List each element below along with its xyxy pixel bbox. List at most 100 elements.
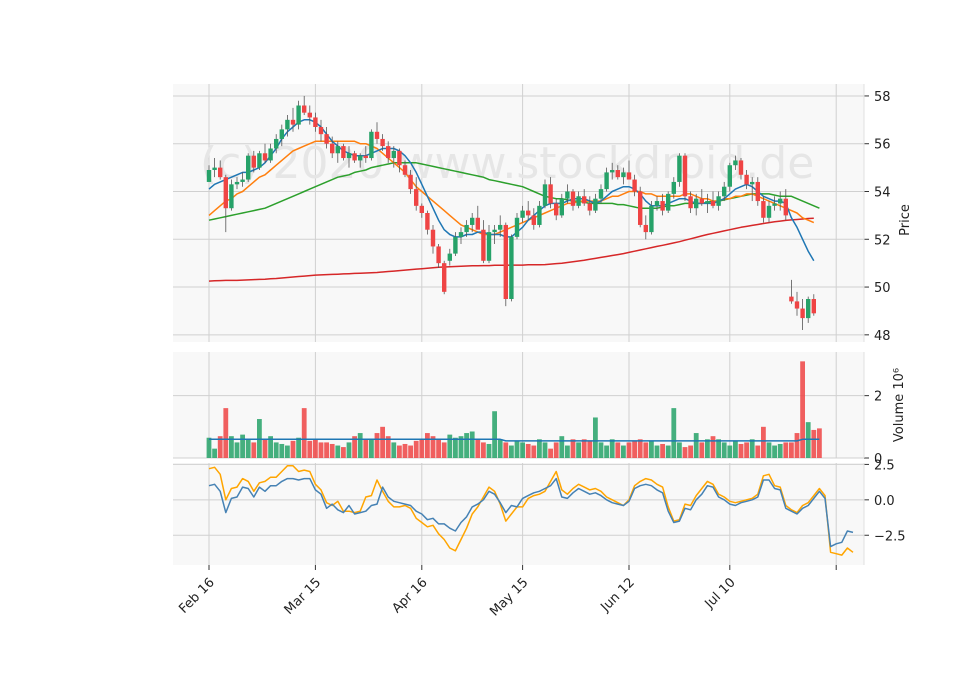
volume-bar xyxy=(749,439,755,458)
oscillator-fast-line xyxy=(208,477,854,548)
volume-bar xyxy=(705,439,710,458)
candle-body xyxy=(408,174,413,190)
candle-body xyxy=(285,119,290,130)
candle-body xyxy=(436,246,441,264)
volume-bar xyxy=(436,439,441,458)
candle-body xyxy=(593,198,598,211)
volume-bar xyxy=(604,445,609,458)
volume-bar xyxy=(553,442,559,458)
price-panel-bg xyxy=(173,84,864,342)
candle-body xyxy=(710,201,716,206)
x-tick-label: May 15 xyxy=(487,575,531,619)
candle-body xyxy=(430,229,436,247)
candle-body xyxy=(643,224,648,233)
candle-body xyxy=(229,184,234,209)
candle-body xyxy=(537,205,542,225)
volume-bars xyxy=(206,361,822,458)
candle-body xyxy=(223,177,228,209)
candle-body xyxy=(514,217,520,237)
candle-body xyxy=(548,184,553,204)
candle-body xyxy=(811,299,816,314)
candle-body xyxy=(464,224,469,233)
volume-bar xyxy=(397,445,402,458)
candle-body xyxy=(206,170,212,182)
volume-bar xyxy=(285,445,290,458)
candle-body xyxy=(352,153,357,161)
y-tick-label: −2.5 xyxy=(874,529,906,544)
volume-bar xyxy=(385,436,391,458)
volume-bar xyxy=(593,417,598,458)
volume-bar xyxy=(492,411,497,458)
volume-bar xyxy=(570,439,576,458)
volume-bar xyxy=(279,443,285,458)
candle-body xyxy=(296,105,301,125)
candle-body xyxy=(520,210,525,218)
candle-body xyxy=(783,198,788,216)
candle-body xyxy=(442,263,447,292)
candle-body xyxy=(374,131,380,139)
candle-body xyxy=(447,253,452,261)
volume-bar xyxy=(772,445,777,458)
x-tick-label: Jun 12 xyxy=(598,575,638,615)
volume-bar xyxy=(514,440,520,458)
volume-bar xyxy=(268,436,273,458)
volume-bar xyxy=(324,442,329,458)
volume-bar xyxy=(363,439,369,458)
volume-bar xyxy=(341,447,346,458)
candle-body xyxy=(358,155,363,161)
y-tick-label: 2.5 xyxy=(874,458,895,473)
volume-bar xyxy=(296,437,301,458)
y-tick-label: 2 xyxy=(874,390,882,405)
volume-bar xyxy=(615,442,621,458)
y-tick-label: 58 xyxy=(874,90,891,105)
volume-bar xyxy=(682,447,688,458)
candle-body xyxy=(234,181,240,185)
volume-bar xyxy=(649,440,654,458)
candle-body xyxy=(671,181,676,194)
volume-bar xyxy=(318,442,324,458)
candle-body xyxy=(621,172,626,178)
candle-body xyxy=(626,172,632,180)
candle-body xyxy=(531,215,536,225)
volume-bar xyxy=(721,442,727,458)
volume-bar xyxy=(738,443,744,458)
volume-bar xyxy=(413,440,419,458)
volume-bar xyxy=(783,442,789,458)
volume-bar xyxy=(307,440,313,458)
candle-body xyxy=(453,236,458,254)
candle-body xyxy=(738,160,744,175)
candle-body xyxy=(290,119,296,125)
candle-body xyxy=(733,160,738,166)
candle-body xyxy=(615,170,620,178)
candle-body xyxy=(761,201,766,218)
candle-body xyxy=(666,193,671,211)
volume-bar xyxy=(621,445,626,458)
y-tick-label: 56 xyxy=(874,138,891,153)
candle-body xyxy=(554,203,559,216)
volume-bar xyxy=(447,434,453,458)
volume-bar xyxy=(525,443,531,458)
volume-axis-label: Volume 10⁶ xyxy=(892,368,907,442)
candle-body xyxy=(559,198,564,216)
volume-bar xyxy=(761,426,766,458)
volume-bar xyxy=(609,439,615,458)
volume-bar xyxy=(217,436,223,458)
candle-body xyxy=(660,201,665,211)
volume-bar xyxy=(699,442,705,458)
volume-bar xyxy=(660,443,665,458)
volume-bar xyxy=(206,437,212,458)
volume-bar xyxy=(497,439,503,458)
y-tick-label: 0 xyxy=(874,452,882,467)
candle-body xyxy=(604,172,609,190)
candle-body xyxy=(262,153,268,161)
volume-bar xyxy=(425,433,430,458)
candle-body xyxy=(509,236,514,299)
volume-bar xyxy=(548,448,553,458)
candle-body xyxy=(386,146,391,159)
candle-body xyxy=(391,150,396,159)
volume-bar xyxy=(654,445,660,458)
volume-bar xyxy=(240,434,245,458)
y-tick-label: 54 xyxy=(874,186,891,201)
volume-bar xyxy=(766,442,772,458)
volume-bar xyxy=(402,443,408,458)
